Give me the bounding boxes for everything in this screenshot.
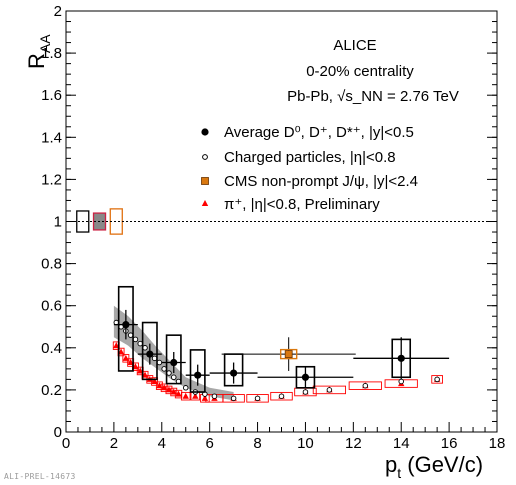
y-tick-label: 1.6 [41, 87, 62, 104]
d-meson-point [230, 369, 238, 377]
legend-entry-label: π⁺, |η|<0.8, Preliminary [224, 196, 380, 213]
x-tick-label: 10 [297, 435, 314, 452]
pion-syst-box [222, 394, 245, 403]
x-tick-label: 16 [441, 435, 458, 452]
charged-series [113, 319, 440, 402]
legend-entry-label: Average D⁰, D⁺, D*⁺, |y|<0.5 [224, 124, 414, 141]
legend-marker-open-circle [202, 154, 208, 160]
x-tick-label: 0 [62, 435, 70, 452]
charged-point [211, 393, 218, 399]
d-meson-point [397, 354, 405, 362]
charged-point [434, 376, 440, 383]
pion-syst-box [431, 375, 443, 384]
d-meson-syst-box [117, 285, 134, 372]
legend-marker-red-triangle [201, 200, 209, 206]
x-tick-label: 4 [158, 435, 166, 452]
d-meson-syst-box [165, 334, 182, 385]
y-tick-label: 0.6 [41, 298, 62, 315]
y-tick-label: 1.8 [41, 45, 62, 62]
x-axis-ticks: 0 2 4 6 8 10 12 14 16 18 [62, 422, 506, 452]
figure-id: ALI-PREL-14673 [4, 472, 76, 481]
pion-syst-box [165, 385, 173, 395]
legend-marker-orange-square [201, 177, 209, 185]
y-axis-ticks: 0 0.2 0.4 0.6 0.8 1 1.2 1.4 1.6 1.8 2 [41, 3, 497, 441]
cms-syst-box [279, 348, 298, 360]
d-meson-point [170, 358, 178, 367]
pion-syst-box [348, 381, 382, 390]
x-tick-label: 12 [345, 435, 362, 452]
normalization-box [109, 208, 123, 235]
pion-syst-box [246, 394, 269, 403]
d-meson-point [301, 373, 310, 381]
y-tick-label: 0.8 [41, 256, 62, 273]
pion-syst-box [170, 387, 178, 397]
x-tick-label: 2 [110, 435, 118, 452]
charged-point [278, 393, 285, 399]
legend-entry-label: Charged particles, |η|<0.8 [224, 149, 396, 166]
legend-marker-filled-circle [201, 128, 209, 136]
charged-point [362, 382, 369, 389]
y-tick-label: 1.2 [41, 171, 62, 188]
charged-point [302, 389, 309, 395]
pion-point [175, 390, 182, 397]
charged-point [182, 385, 189, 391]
y-tick-label: 0.2 [41, 382, 62, 399]
pion-point [192, 392, 199, 399]
x-tick-label: 18 [489, 435, 506, 452]
d-meson-series [113, 285, 450, 393]
pion-syst-box [160, 383, 168, 393]
x-tick-label: 14 [393, 435, 410, 452]
y-tick-label: 1.4 [41, 129, 62, 146]
y-tick-label: 2 [54, 3, 62, 20]
d-meson-syst-box [141, 321, 158, 381]
charged-point [170, 374, 177, 381]
collision-line: Pb-Pb, √s_NN = 2.76 TeV [287, 88, 459, 105]
d-meson-point [194, 371, 202, 379]
d-meson-syst-box [189, 349, 206, 393]
y-tick-label: 0.4 [41, 340, 62, 357]
pion-point [182, 392, 189, 399]
centrality-line: 0-20% centrality [306, 63, 414, 80]
legend: Average D⁰, D⁺, D*⁺, |y|<0.5 Charged part… [201, 124, 418, 213]
x-tick-label: 8 [253, 435, 261, 452]
charged-point [326, 387, 333, 393]
legend-entry-label: CMS non-prompt J/ψ, |y|<2.4 [224, 173, 418, 190]
cms-jpsi-series [221, 337, 356, 371]
pion-syst-box [312, 385, 347, 395]
charged-point [398, 378, 404, 385]
y-tick-label: 1 [54, 214, 62, 231]
chart-title: ALICE [333, 37, 376, 54]
d-meson-point [146, 350, 154, 358]
y-tick-label: 0 [54, 424, 62, 441]
charged-point [254, 395, 261, 402]
y-axis-label: RAA [24, 34, 53, 69]
x-tick-label: 6 [205, 435, 213, 452]
pion-syst-box [155, 381, 163, 390]
charged-point [230, 395, 237, 402]
normalization-box [76, 210, 90, 233]
pion-point [201, 394, 209, 401]
d-meson-point [122, 321, 130, 329]
x-axis-label: pt (GeV/c) [385, 452, 483, 481]
pion-syst-box [270, 391, 293, 401]
cms-point [284, 350, 293, 359]
pion-syst-box [180, 391, 191, 401]
